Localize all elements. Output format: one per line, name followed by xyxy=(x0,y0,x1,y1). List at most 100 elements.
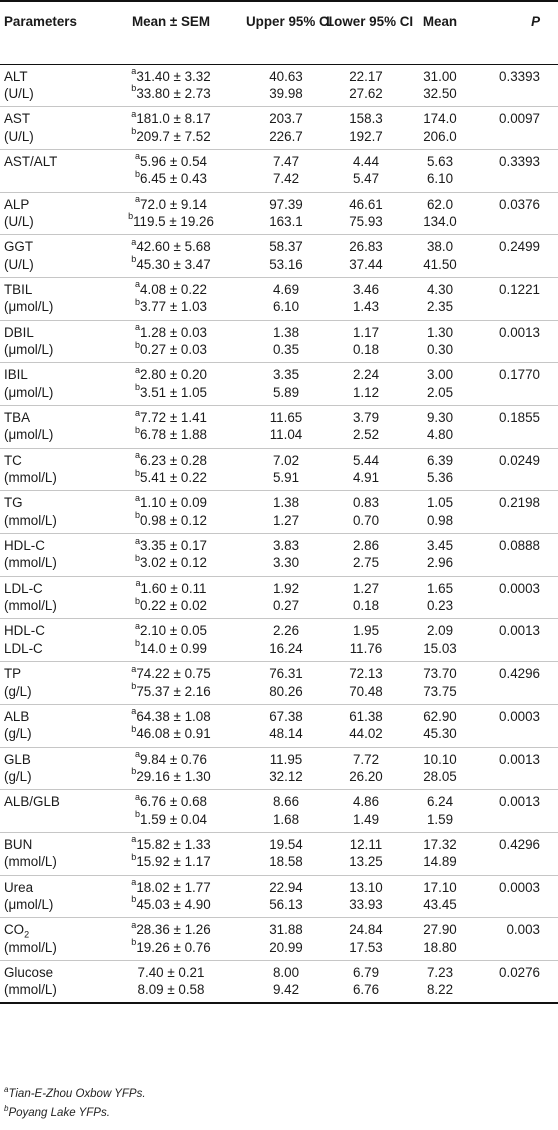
parameter-name: TG xyxy=(4,495,23,511)
mean-sem-cell: a3.35 ± 0.17 b3.02 ± 0.12 xyxy=(96,534,246,577)
table-row: DBIL (μmol/L) a1.28 ± 0.03 b0.27 ± 0.03 1.38… xyxy=(0,320,558,363)
mean-sem-cell: a1.28 ± 0.03 b0.27 ± 0.03 xyxy=(96,320,246,363)
upper-ci-cell: 1.38 0.35 xyxy=(246,320,326,363)
mean-sem-cell: a2.80 ± 0.20 b3.51 ± 1.05 xyxy=(96,363,246,406)
upper-ci-value: 56.13 xyxy=(269,896,303,912)
upper-ci-value: 8.66 xyxy=(272,794,300,810)
mean-sem-text: 8.09 ± 0.58 xyxy=(137,982,205,998)
mean-value: 174.0 xyxy=(423,111,457,127)
mean-cell: 3.00 2.05 xyxy=(406,363,474,406)
lower-ci-value: 33.93 xyxy=(349,896,383,912)
upper-ci-cell: 22.94 56.13 xyxy=(246,875,326,918)
upper-ci-value: 39.98 xyxy=(269,85,303,101)
mean-value: 41.50 xyxy=(423,256,457,272)
mean-sem-value: a1.10 ± 0.09 xyxy=(96,493,246,511)
upper-ci-value: 48.14 xyxy=(269,726,303,742)
lower-ci-value: 4.86 xyxy=(352,794,380,810)
parameter-name: AST/ALT xyxy=(4,153,58,169)
group-marker: b xyxy=(135,467,141,478)
group-marker: b xyxy=(135,809,141,820)
lower-ci-value: 2.86 xyxy=(352,538,380,554)
footnote-b: bPoyang Lake YFPs. xyxy=(4,1104,146,1123)
mean-sem-value: b33.80 ± 2.73 xyxy=(96,83,246,102)
upper-ci-value: 3.30 xyxy=(272,555,300,571)
mean-value: 0.98 xyxy=(426,512,454,528)
upper-ci-value: 31.88 xyxy=(269,922,303,938)
table-row: TP (g/L) a74.22 ± 0.75 b75.37 ± 2.16 76.31 80… xyxy=(0,662,558,705)
lower-ci-value: 0.83 xyxy=(352,495,380,511)
parameter-name: TC xyxy=(4,452,22,468)
mean-sem-text: 46.08 ± 0.91 xyxy=(136,726,211,742)
lower-ci-cell: 4.44 5.47 xyxy=(326,149,406,192)
group-marker: b xyxy=(131,894,137,905)
parameter-cell: DBIL (μmol/L) xyxy=(0,320,96,363)
upper-ci-cell: 3.35 5.89 xyxy=(246,363,326,406)
mean-sem-value: a15.82 ± 1.33 xyxy=(96,835,246,853)
mean-sem-text: 75.37 ± 2.16 xyxy=(136,683,211,699)
mean-cell: 6.24 1.59 xyxy=(406,790,474,833)
upper-ci-value: 20.99 xyxy=(269,939,303,955)
mean-value: 0.23 xyxy=(426,598,454,614)
parameter-cell: TG (mmol/L) xyxy=(0,491,96,534)
parameter-name: IBIL xyxy=(4,367,28,383)
lower-ci-value: 72.13 xyxy=(349,666,383,682)
upper-ci-value: 3.35 xyxy=(272,367,300,383)
upper-ci-value: 226.7 xyxy=(269,128,303,144)
table-row: BUN (mmol/L) a15.82 ± 1.33 b15.92 ± 1.17 19.… xyxy=(0,832,558,876)
mean-sem-cell: a42.60 ± 5.68 b45.30 ± 3.47 xyxy=(96,235,246,278)
p-value-cell: 0.0013 xyxy=(499,324,540,340)
parameter-unit: (mmol/L) xyxy=(4,512,57,528)
table-row: IBIL (μmol/L) a2.80 ± 0.20 b3.51 ± 1.05 3.35… xyxy=(0,363,558,406)
mean-sem-text: 5.41 ± 0.22 xyxy=(140,470,207,486)
lower-ci-value: 0.18 xyxy=(352,342,380,358)
mean-sem-value: a181.0 ± 8.17 xyxy=(96,109,246,127)
mean-sem-cell: 7.40 ± 0.21 8.09 ± 0.58 xyxy=(96,960,246,1003)
lower-ci-cell: 12.11 13.25 xyxy=(326,832,406,875)
p-value-cell: 0.0249 xyxy=(499,452,540,468)
mean-sem-text: 28.36 ± 1.26 xyxy=(136,922,211,938)
mean-sem-cell: a1.60 ± 0.11 b0.22 ± 0.02 xyxy=(96,576,246,619)
mean-sem-text: 9.84 ± 0.76 xyxy=(140,751,207,767)
upper-ci-cell: 2.26 16.24 xyxy=(246,619,326,662)
table-row: LDL-C (mmol/L) a1.60 ± 0.11 b0.22 ± 0.02 1.9… xyxy=(0,576,558,619)
parameter-name: Glucose xyxy=(4,964,54,980)
upper-ci-value: 7.42 xyxy=(272,171,300,187)
lower-ci-value: 5.44 xyxy=(352,452,380,468)
parameter-cell: CO2 (mmol/L) xyxy=(0,918,96,961)
group-marker: b xyxy=(135,595,141,606)
table-row: TG (mmol/L) a1.10 ± 0.09 b0.98 ± 0.12 1.38 1.… xyxy=(0,491,558,534)
lower-ci-value: 0.70 xyxy=(352,512,380,528)
parameter-name: TBA xyxy=(4,410,31,425)
p-value-cell: 0.2499 xyxy=(499,239,540,255)
upper-ci-value: 5.89 xyxy=(272,384,300,400)
mean-value: 27.90 xyxy=(423,922,457,938)
lower-ci-value: 12.11 xyxy=(349,836,383,852)
mean-sem-cell: a31.40 ± 3.32 b33.80 ± 2.73 xyxy=(96,64,246,107)
upper-ci-value: 163.1 xyxy=(269,213,303,229)
mean-cell: 17.10 43.45 xyxy=(406,875,474,918)
footnote-b-mark: b xyxy=(4,1104,9,1114)
parameter-cell: GLB (g/L) xyxy=(0,747,96,790)
upper-ci-value: 97.39 xyxy=(269,196,303,212)
mean-value: 206.0 xyxy=(423,128,457,144)
lower-ci-value: 3.79 xyxy=(352,410,380,425)
group-marker: b xyxy=(131,83,137,94)
group-marker: a xyxy=(135,279,141,290)
mean-sem-value: a18.02 ± 1.77 xyxy=(96,878,246,896)
mean-sem-cell: a2.10 ± 0.05 b14.0 ± 0.99 xyxy=(96,619,246,662)
lower-ci-cell: 3.79 2.52 xyxy=(326,406,406,449)
mean-sem-text: 29.16 ± 1.30 xyxy=(136,768,211,784)
parameter-cell: HDL-C (mmol/L) xyxy=(0,534,96,577)
parameter-unit: (μmol/L) xyxy=(4,896,54,912)
group-marker: b xyxy=(131,851,137,862)
footnote-b-text: Poyang Lake YFPs. xyxy=(8,1107,110,1119)
group-marker: b xyxy=(131,723,137,734)
mean-value: 38.0 xyxy=(426,239,454,255)
parameter-unit: (U/L) xyxy=(4,213,34,229)
upper-ci-cell: 1.92 0.27 xyxy=(246,576,326,619)
mean-sem-text: 33.80 ± 2.73 xyxy=(136,85,211,101)
group-marker: a xyxy=(135,322,141,333)
mean-value: 62.90 xyxy=(423,708,457,724)
group-marker: a xyxy=(135,749,141,760)
